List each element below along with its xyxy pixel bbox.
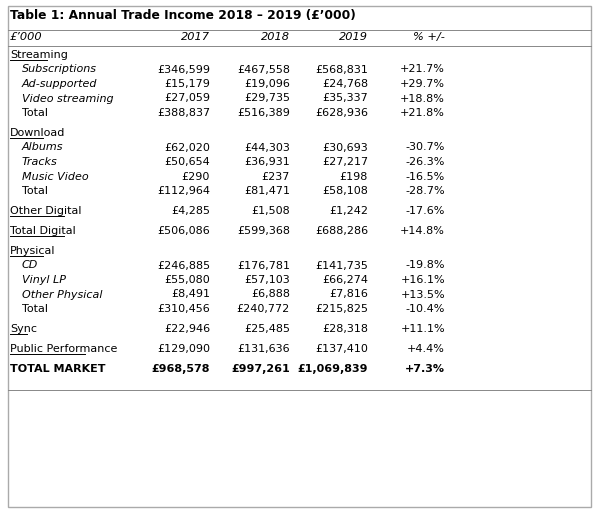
Text: £62,020: £62,020 bbox=[164, 143, 210, 152]
Text: £57,103: £57,103 bbox=[244, 275, 290, 285]
Text: Total: Total bbox=[22, 304, 48, 314]
Text: £141,735: £141,735 bbox=[315, 261, 368, 270]
Text: +11.1%: +11.1% bbox=[400, 324, 445, 334]
Text: £568,831: £568,831 bbox=[315, 65, 368, 74]
Text: Streaming: Streaming bbox=[10, 50, 68, 60]
Text: £’000: £’000 bbox=[10, 32, 43, 42]
Text: £7,816: £7,816 bbox=[329, 289, 368, 300]
Text: £19,096: £19,096 bbox=[244, 79, 290, 89]
Text: -26.3%: -26.3% bbox=[406, 157, 445, 167]
Text: £36,931: £36,931 bbox=[244, 157, 290, 167]
Text: £290: £290 bbox=[181, 171, 210, 182]
Text: TOTAL MARKET: TOTAL MARKET bbox=[10, 364, 105, 374]
Text: £24,768: £24,768 bbox=[322, 79, 368, 89]
Text: +4.4%: +4.4% bbox=[407, 344, 445, 354]
Text: £215,825: £215,825 bbox=[315, 304, 368, 314]
Text: Vinyl LP: Vinyl LP bbox=[22, 275, 66, 285]
Text: +21.8%: +21.8% bbox=[400, 108, 445, 118]
Text: £15,179: £15,179 bbox=[164, 79, 210, 89]
Text: Sync: Sync bbox=[10, 324, 37, 334]
Text: £27,217: £27,217 bbox=[322, 157, 368, 167]
Text: £310,456: £310,456 bbox=[158, 304, 210, 314]
Text: Total: Total bbox=[22, 186, 48, 196]
Text: £27,059: £27,059 bbox=[164, 93, 210, 104]
Text: £35,337: £35,337 bbox=[322, 93, 368, 104]
Text: Music Video: Music Video bbox=[22, 171, 89, 182]
Text: £1,508: £1,508 bbox=[251, 206, 290, 216]
Text: £81,471: £81,471 bbox=[244, 186, 290, 196]
Text: -17.6%: -17.6% bbox=[406, 206, 445, 216]
Text: +21.7%: +21.7% bbox=[400, 65, 445, 74]
Text: +29.7%: +29.7% bbox=[400, 79, 445, 89]
Text: £968,578: £968,578 bbox=[152, 364, 210, 374]
Text: £240,772: £240,772 bbox=[237, 304, 290, 314]
Text: £1,069,839: £1,069,839 bbox=[298, 364, 368, 374]
Text: Table 1: Annual Trade Income 2018 – 2019 (£’000): Table 1: Annual Trade Income 2018 – 2019… bbox=[10, 9, 356, 22]
Text: £1,242: £1,242 bbox=[329, 206, 368, 216]
Text: £997,261: £997,261 bbox=[231, 364, 290, 374]
Text: £30,693: £30,693 bbox=[322, 143, 368, 152]
Text: £28,318: £28,318 bbox=[322, 324, 368, 334]
Text: Subscriptions: Subscriptions bbox=[22, 65, 97, 74]
Text: £198: £198 bbox=[340, 171, 368, 182]
Text: £628,936: £628,936 bbox=[315, 108, 368, 118]
Text: Other Digital: Other Digital bbox=[10, 206, 81, 216]
Text: -10.4%: -10.4% bbox=[406, 304, 445, 314]
Text: £688,286: £688,286 bbox=[315, 226, 368, 236]
Text: 2017: 2017 bbox=[181, 32, 210, 42]
Text: £346,599: £346,599 bbox=[157, 65, 210, 74]
Text: £506,086: £506,086 bbox=[158, 226, 210, 236]
Text: £137,410: £137,410 bbox=[315, 344, 368, 354]
Text: £246,885: £246,885 bbox=[157, 261, 210, 270]
Text: £388,837: £388,837 bbox=[157, 108, 210, 118]
Text: Public Performance: Public Performance bbox=[10, 344, 117, 354]
Text: Total Digital: Total Digital bbox=[10, 226, 75, 236]
Text: +18.8%: +18.8% bbox=[400, 93, 445, 104]
Text: +14.8%: +14.8% bbox=[400, 226, 445, 236]
Text: Video streaming: Video streaming bbox=[22, 93, 114, 104]
Text: £467,558: £467,558 bbox=[237, 65, 290, 74]
Text: Albums: Albums bbox=[22, 143, 63, 152]
Text: £237: £237 bbox=[262, 171, 290, 182]
Text: £4,285: £4,285 bbox=[171, 206, 210, 216]
Text: -16.5%: -16.5% bbox=[406, 171, 445, 182]
Text: +13.5%: +13.5% bbox=[400, 289, 445, 300]
Text: Other Physical: Other Physical bbox=[22, 289, 102, 300]
Text: £8,491: £8,491 bbox=[171, 289, 210, 300]
Text: £516,389: £516,389 bbox=[237, 108, 290, 118]
Text: £112,964: £112,964 bbox=[157, 186, 210, 196]
Text: £22,946: £22,946 bbox=[164, 324, 210, 334]
Text: £66,274: £66,274 bbox=[322, 275, 368, 285]
Text: £55,080: £55,080 bbox=[164, 275, 210, 285]
Text: +16.1%: +16.1% bbox=[400, 275, 445, 285]
Text: £50,654: £50,654 bbox=[164, 157, 210, 167]
Text: £29,735: £29,735 bbox=[244, 93, 290, 104]
Text: £129,090: £129,090 bbox=[157, 344, 210, 354]
Text: £25,485: £25,485 bbox=[244, 324, 290, 334]
Text: £6,888: £6,888 bbox=[251, 289, 290, 300]
Text: £599,368: £599,368 bbox=[237, 226, 290, 236]
Text: £58,108: £58,108 bbox=[322, 186, 368, 196]
Text: % +/-: % +/- bbox=[413, 32, 445, 42]
Text: Download: Download bbox=[10, 128, 65, 138]
Text: Tracks: Tracks bbox=[22, 157, 58, 167]
Text: Total: Total bbox=[22, 108, 48, 118]
Text: £44,303: £44,303 bbox=[244, 143, 290, 152]
Text: £176,781: £176,781 bbox=[237, 261, 290, 270]
Text: 2018: 2018 bbox=[261, 32, 290, 42]
Text: -30.7%: -30.7% bbox=[406, 143, 445, 152]
Text: Physical: Physical bbox=[10, 246, 56, 256]
Text: 2019: 2019 bbox=[339, 32, 368, 42]
Text: -19.8%: -19.8% bbox=[406, 261, 445, 270]
Text: Ad-supported: Ad-supported bbox=[22, 79, 98, 89]
Text: CD: CD bbox=[22, 261, 38, 270]
Text: +7.3%: +7.3% bbox=[405, 364, 445, 374]
Text: -28.7%: -28.7% bbox=[406, 186, 445, 196]
Text: £131,636: £131,636 bbox=[237, 344, 290, 354]
